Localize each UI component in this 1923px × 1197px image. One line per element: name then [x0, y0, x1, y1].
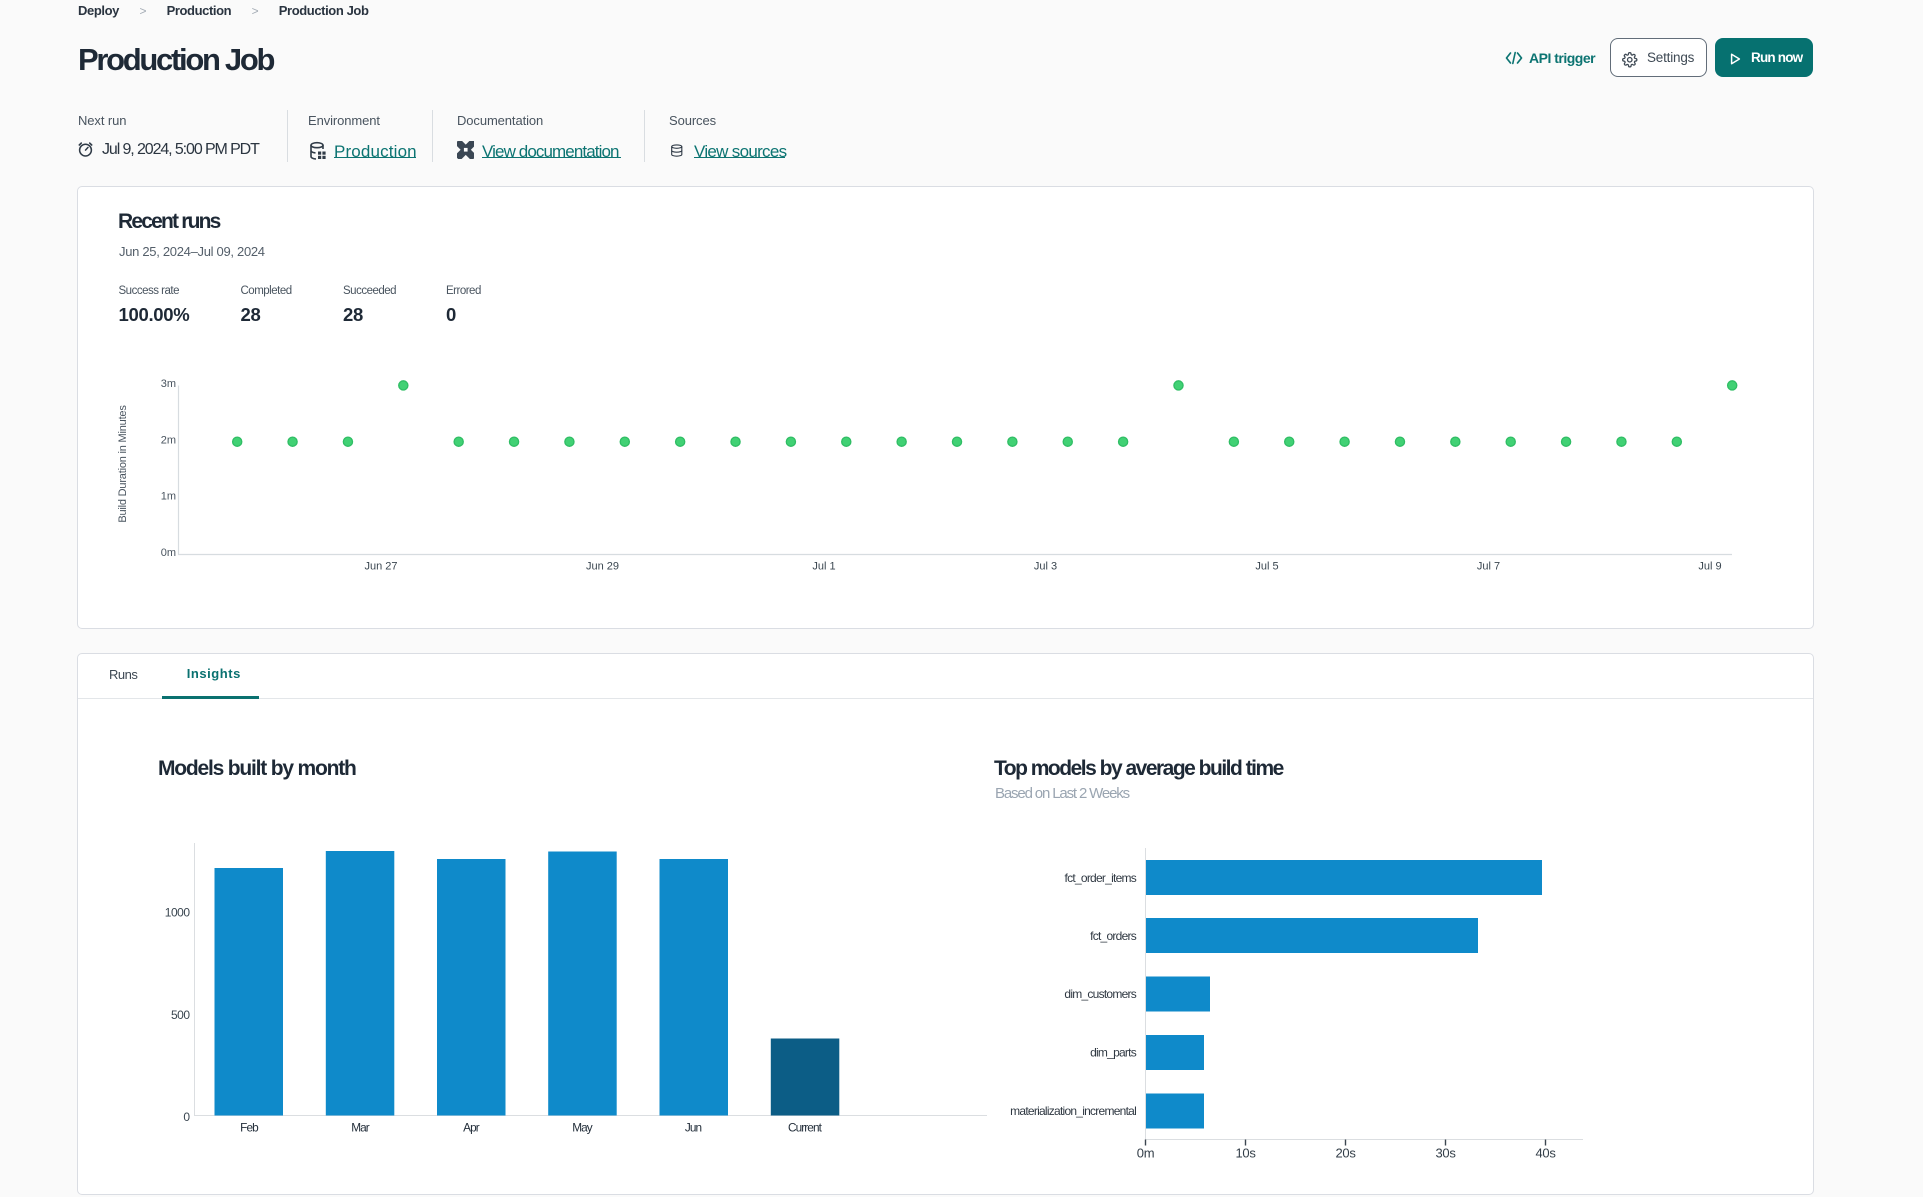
svg-text:20s: 20s: [1335, 1146, 1356, 1161]
svg-text:materialization_incremental: materialization_incremental: [1010, 1104, 1136, 1118]
svg-text:0: 0: [183, 1110, 190, 1124]
svg-text:dim_parts: dim_parts: [1090, 1046, 1137, 1060]
svg-text:0m: 0m: [1137, 1146, 1154, 1161]
svg-text:0m: 0m: [161, 547, 176, 559]
svg-text:fct_order_items: fct_order_items: [1065, 871, 1137, 885]
svg-text:Jul 5: Jul 5: [1255, 561, 1278, 573]
svg-text:fct_orders: fct_orders: [1090, 929, 1137, 943]
svg-text:500: 500: [171, 1008, 190, 1022]
svg-text:1m: 1m: [161, 491, 176, 503]
svg-text:Jul 7: Jul 7: [1477, 561, 1500, 573]
svg-text:Current: Current: [788, 1121, 823, 1135]
svg-text:Jul 1: Jul 1: [812, 561, 835, 573]
svg-text:Build Duration in Minutes: Build Duration in Minutes: [117, 405, 129, 523]
svg-text:Feb: Feb: [240, 1121, 259, 1135]
svg-text:Jun 29: Jun 29: [586, 561, 619, 573]
svg-text:10s: 10s: [1235, 1146, 1256, 1161]
svg-text:dim_customers: dim_customers: [1064, 987, 1136, 1001]
svg-text:Mar: Mar: [351, 1121, 370, 1135]
svg-text:Jul 3: Jul 3: [1034, 561, 1057, 573]
svg-text:Jul 9: Jul 9: [1698, 561, 1721, 573]
svg-text:40s: 40s: [1535, 1146, 1556, 1161]
svg-text:May: May: [572, 1121, 593, 1135]
svg-text:1000: 1000: [165, 906, 191, 920]
svg-text:2m: 2m: [161, 434, 176, 446]
svg-text:30s: 30s: [1435, 1146, 1456, 1161]
svg-text:3m: 3m: [161, 378, 176, 390]
svg-text:Apr: Apr: [463, 1121, 480, 1135]
svg-text:Jun 27: Jun 27: [364, 561, 397, 573]
svg-text:Jun: Jun: [685, 1121, 702, 1135]
